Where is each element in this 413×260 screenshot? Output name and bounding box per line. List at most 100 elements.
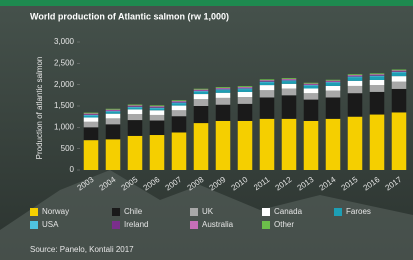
bar-segment bbox=[216, 89, 231, 90]
bar-segment bbox=[392, 112, 407, 170]
legend-swatch bbox=[190, 208, 198, 216]
top-band bbox=[0, 0, 413, 6]
page: {"chart_data": {"type": "stacked-bar", "… bbox=[0, 0, 413, 260]
bar-segment bbox=[84, 113, 99, 114]
bar-segment bbox=[150, 121, 165, 136]
bar-segment bbox=[326, 80, 341, 81]
bar-segment bbox=[238, 92, 253, 97]
bar-segment bbox=[172, 101, 187, 102]
bar-segment bbox=[128, 109, 143, 114]
bar-segment bbox=[370, 74, 385, 75]
bar-segment bbox=[304, 93, 319, 99]
bar-segment bbox=[150, 108, 165, 109]
bar-segment bbox=[106, 112, 121, 114]
bar-segment bbox=[260, 85, 275, 90]
legend-label: Ireland bbox=[124, 220, 148, 229]
bar-segment bbox=[128, 105, 143, 106]
legend-swatch bbox=[190, 221, 198, 229]
bar-segment bbox=[282, 81, 297, 84]
bar-segment bbox=[260, 97, 275, 118]
y-tick-label: 1,500 bbox=[54, 101, 75, 110]
legend-label: Other bbox=[274, 220, 294, 229]
bar-segment bbox=[172, 102, 187, 103]
bar-segment bbox=[260, 80, 275, 81]
legend-swatch bbox=[112, 208, 120, 216]
bar-segment bbox=[216, 105, 231, 121]
bar-segment bbox=[260, 83, 275, 86]
y-tick-label: 500 bbox=[61, 144, 75, 153]
bar-segment bbox=[84, 113, 99, 114]
bar-segment bbox=[84, 116, 99, 118]
bar-segment bbox=[194, 99, 209, 106]
bar-segment bbox=[128, 106, 143, 107]
legend-swatch bbox=[30, 208, 38, 216]
bar-segment bbox=[150, 107, 165, 108]
bar-segment bbox=[260, 90, 275, 97]
bar-segment bbox=[128, 114, 143, 120]
bar-segment bbox=[194, 106, 209, 123]
bar-segment bbox=[370, 85, 385, 92]
bar-segment bbox=[172, 116, 187, 132]
bar-segment bbox=[238, 86, 253, 87]
bar-segment bbox=[150, 135, 165, 170]
bar-segment bbox=[348, 93, 363, 116]
legend-label: Australia bbox=[202, 220, 234, 229]
bar-segment bbox=[326, 81, 341, 82]
bar-segment bbox=[106, 109, 121, 110]
y-tick-label: 2,000 bbox=[54, 80, 75, 89]
bar-segment bbox=[348, 86, 363, 93]
bar-segment bbox=[194, 123, 209, 170]
bar-segment bbox=[392, 71, 407, 72]
bar-segment bbox=[326, 97, 341, 118]
bar-segment bbox=[150, 106, 165, 107]
bar-segment bbox=[348, 77, 363, 80]
bar-segment bbox=[370, 80, 385, 85]
bar-segment bbox=[238, 89, 253, 90]
bar-segment bbox=[216, 121, 231, 170]
legend-label: UK bbox=[202, 207, 214, 216]
bar-segment bbox=[238, 97, 253, 104]
bar-segment bbox=[194, 92, 209, 94]
bar-segment bbox=[216, 89, 231, 90]
bar-segment bbox=[84, 115, 99, 116]
legend-label: Faroes bbox=[346, 207, 371, 216]
bar-segment bbox=[392, 70, 407, 71]
bar-segment bbox=[128, 105, 143, 106]
bar-segment bbox=[150, 110, 165, 115]
bar-segment bbox=[304, 100, 319, 121]
bar-segment bbox=[392, 72, 407, 73]
bar-segment bbox=[304, 86, 319, 89]
bar-segment bbox=[392, 73, 407, 76]
bar-segment bbox=[326, 86, 341, 91]
bar-segment bbox=[282, 95, 297, 118]
y-tick-label: 1,000 bbox=[54, 122, 75, 131]
bar-segment bbox=[370, 75, 385, 76]
bar-segment bbox=[282, 80, 297, 81]
legend-swatch bbox=[334, 208, 342, 216]
bar-segment bbox=[194, 90, 209, 91]
bar-segment bbox=[106, 114, 121, 119]
y-tick-label: 3,000 bbox=[54, 37, 75, 46]
bar-segment bbox=[282, 80, 297, 81]
bar-segment bbox=[216, 98, 231, 105]
bar-segment bbox=[106, 110, 121, 111]
bar-segment bbox=[326, 91, 341, 98]
bar-segment bbox=[370, 115, 385, 170]
bar-segment bbox=[260, 79, 275, 80]
bar-segment bbox=[370, 73, 385, 74]
bar-segment bbox=[392, 82, 407, 89]
bar-segment bbox=[84, 114, 99, 115]
bar-segment bbox=[172, 103, 187, 104]
chart-title: World production of Atlantic salmon (rw … bbox=[30, 11, 229, 21]
bar-segment bbox=[304, 89, 319, 94]
bar-segment bbox=[282, 79, 297, 80]
bar-segment bbox=[304, 84, 319, 85]
bar-segment bbox=[282, 84, 297, 89]
bar-segment bbox=[106, 139, 121, 170]
bar-segment bbox=[326, 119, 341, 170]
bar-segment bbox=[84, 140, 99, 170]
bar-segment bbox=[326, 81, 341, 82]
bar-segment bbox=[304, 84, 319, 85]
bar-segment bbox=[282, 78, 297, 79]
y-tick-label: 2,500 bbox=[54, 58, 75, 67]
